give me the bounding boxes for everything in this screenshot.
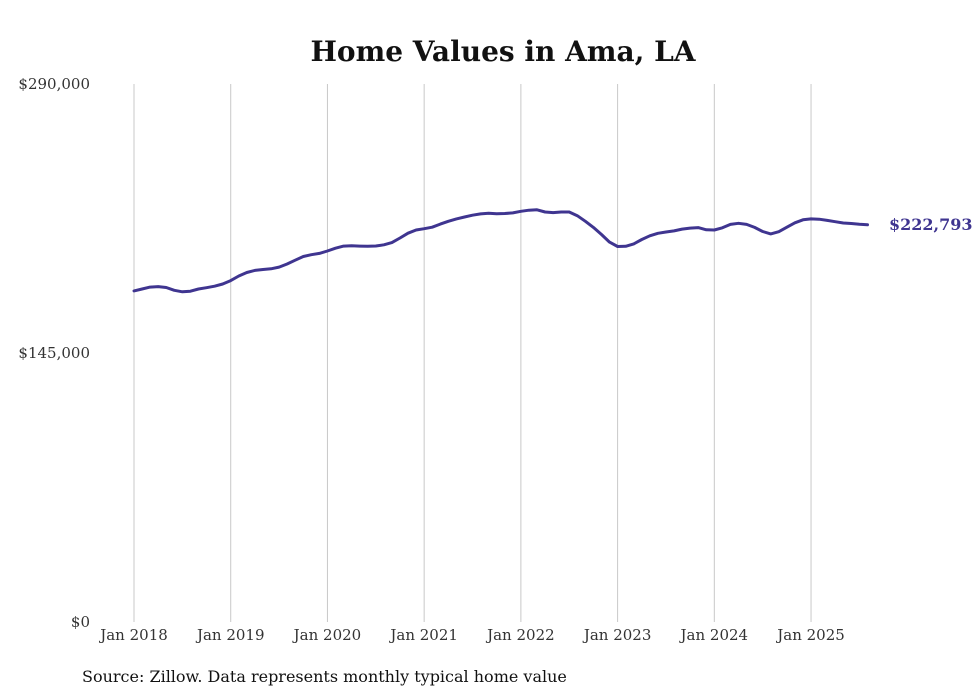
x-tick-label: Jan 2024 (679, 626, 749, 644)
series-line (132, 208, 869, 294)
x-tick-label: Jan 2021 (388, 626, 458, 644)
y-axis-ticks: $0 $145,000 $290,000 (18, 75, 90, 631)
x-tick-label: Jan 2020 (292, 626, 362, 644)
y-tick-label: $290,000 (18, 75, 90, 93)
vertical-gridlines (133, 84, 812, 622)
x-tick-label: Jan 2018 (98, 626, 168, 644)
latest-value-label: $222,793 (889, 215, 973, 234)
x-tick-label: Jan 2023 (582, 626, 652, 644)
y-tick-label: $0 (71, 613, 90, 631)
x-tick-label: Jan 2022 (485, 626, 555, 644)
series-layer: $222,793 (132, 208, 973, 294)
y-tick-label: $145,000 (18, 344, 90, 362)
source-note: Source: Zillow. Data represents monthly … (82, 667, 567, 686)
x-axis-ticks: Jan 2018 Jan 2019 Jan 2020 Jan 2021 Jan 2022… (98, 626, 845, 644)
x-tick-label: Jan 2019 (195, 626, 265, 644)
chart-title: Home Values in Ama, LA (310, 35, 696, 68)
x-tick-label: Jan 2025 (775, 626, 845, 644)
